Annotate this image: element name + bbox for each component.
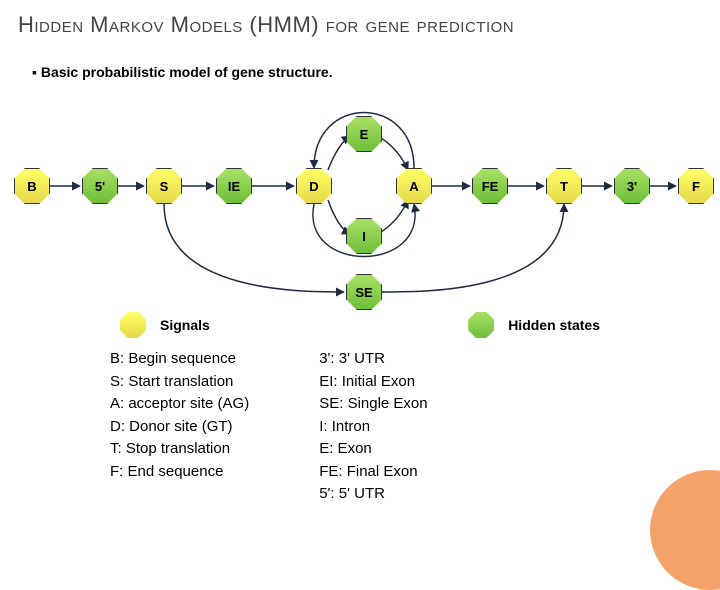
state-def-line: FE: Final Exon bbox=[319, 461, 427, 484]
legend: Signals Hidden states bbox=[0, 312, 720, 338]
state-def-line: 3': 3' UTR bbox=[319, 348, 427, 371]
signal-def-line: B: Begin sequence bbox=[110, 348, 249, 371]
node-5p: 5' bbox=[82, 168, 118, 204]
signal-def-line: S: Start translation bbox=[110, 371, 249, 394]
node-S: S bbox=[146, 168, 182, 204]
state-def-line: I: Intron bbox=[319, 416, 427, 439]
node-B: B bbox=[14, 168, 50, 204]
node-SE: SE bbox=[346, 274, 382, 310]
signal-def-line: A: acceptor site (AG) bbox=[110, 393, 249, 416]
node-I: I bbox=[346, 218, 382, 254]
signals-definitions: B: Begin sequenceS: Start translationA: … bbox=[110, 348, 249, 506]
signal-def-line: F: End sequence bbox=[110, 461, 249, 484]
state-swatch-icon bbox=[468, 312, 494, 338]
node-T: T bbox=[546, 168, 582, 204]
state-def-line: EI: Initial Exon bbox=[319, 371, 427, 394]
node-E: E bbox=[346, 116, 382, 152]
node-3p: 3' bbox=[614, 168, 650, 204]
signal-def-line: T: Stop translation bbox=[110, 438, 249, 461]
states-legend-label: Hidden states bbox=[508, 317, 600, 333]
state-def-line: 5': 5' UTR bbox=[319, 483, 427, 506]
state-def-line: SE: Single Exon bbox=[319, 393, 427, 416]
signal-def-line: D: Donor site (GT) bbox=[110, 416, 249, 439]
node-FE: FE bbox=[472, 168, 508, 204]
node-F: F bbox=[678, 168, 714, 204]
subtitle: ▪ Basic probabilistic model of gene stru… bbox=[0, 46, 720, 80]
hmm-diagram: B 5' S IE DE I SE A FE T 3' F bbox=[0, 88, 720, 308]
page-title: Hidden Markov Models (HMM) for gene pred… bbox=[0, 0, 720, 46]
node-A: A bbox=[396, 168, 432, 204]
definitions: B: Begin sequenceS: Start translationA: … bbox=[0, 338, 720, 506]
state-def-line: E: Exon bbox=[319, 438, 427, 461]
node-D: D bbox=[296, 168, 332, 204]
states-definitions: 3': 3' UTREI: Initial ExonSE: Single Exo… bbox=[319, 348, 427, 506]
node-IE: IE bbox=[216, 168, 252, 204]
signal-swatch-icon bbox=[120, 312, 146, 338]
signals-legend-label: Signals bbox=[160, 317, 210, 333]
